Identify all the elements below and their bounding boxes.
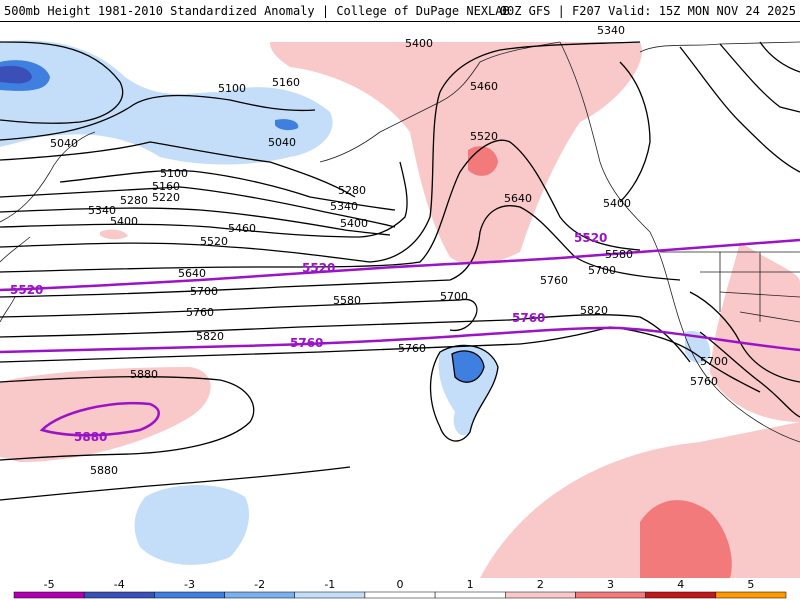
contour-label: 5160 <box>152 180 180 193</box>
colorbar-tick-label: -1 <box>324 578 335 591</box>
highlight-label: 5520 <box>574 231 607 245</box>
contour-label: 5700 <box>588 264 616 277</box>
contour-label: 5100 <box>160 167 188 180</box>
contour-label: 5820 <box>580 304 608 317</box>
contour-label: 5760 <box>540 274 568 287</box>
anomaly-map: 5040 5040 5100 5100 5160 5160 5220 5280 … <box>0 24 800 578</box>
positive-anomaly-north <box>270 42 642 265</box>
colorbar-segment <box>364 591 436 599</box>
colorbar-tick-label: -5 <box>44 578 55 591</box>
colorbar-segment <box>434 591 506 599</box>
anomaly-shading <box>0 40 800 578</box>
colorbar-tick-label: 3 <box>607 578 614 591</box>
contour-label: 5400 <box>405 37 433 50</box>
contour-label: 5340 <box>88 204 116 217</box>
colorbar-segment <box>83 591 155 599</box>
negative-anomaly-region <box>0 40 333 165</box>
contour-label: 5760 <box>690 375 718 388</box>
contour-label: 5520 <box>470 130 498 143</box>
contour-labels: 5040 5040 5100 5100 5160 5160 5220 5280 … <box>50 24 728 477</box>
contour-label: 5040 <box>268 136 296 149</box>
contour-label: 5640 <box>178 267 206 280</box>
highlight-label: 5760 <box>290 336 323 350</box>
contour-label: 5340 <box>597 24 625 37</box>
contour-label: 5400 <box>340 217 368 230</box>
positive-anomaly-west <box>0 367 211 462</box>
contour-label: 5880 <box>130 368 158 381</box>
positive-anomaly-east <box>710 242 800 422</box>
contour-label: 5160 <box>272 76 300 89</box>
contour-label: 5700 <box>700 355 728 368</box>
highlight-label: 5520 <box>302 261 335 275</box>
contour-label: 5100 <box>218 82 246 95</box>
contour-label: 5460 <box>228 222 256 235</box>
colorbar-segment <box>645 591 717 599</box>
contour-label: 5760 <box>186 306 214 319</box>
contour-label: 5580 <box>605 248 633 261</box>
anomaly-colorbar: -5 -4 -3 -2 -1 0 1 2 3 4 5 <box>13 578 787 599</box>
colorbar-tick-label: 2 <box>537 578 544 591</box>
highlight-label: 5520 <box>10 283 43 297</box>
colorbar-tick-label: 5 <box>747 578 754 591</box>
colorbar-tick-label: -4 <box>114 578 125 591</box>
colorbar-segment <box>575 591 646 599</box>
highlight-label: 5760 <box>512 311 545 325</box>
negative-anomaly-south <box>134 484 250 565</box>
colorbar-segment <box>154 591 225 599</box>
contour-label: 5700 <box>440 290 468 303</box>
run-info: 00Z GFS | F207 Valid: 15Z MON NOV 24 202… <box>499 4 796 18</box>
colorbar-bar <box>13 591 787 599</box>
contour-label: 5340 <box>330 200 358 213</box>
negative-anomaly-cutoff-core <box>452 350 484 383</box>
highlight-label: 5880 <box>74 430 107 444</box>
contour-label: 5640 <box>504 192 532 205</box>
contour-label: 5460 <box>470 80 498 93</box>
positive-anomaly-south-core <box>640 500 732 578</box>
highlight-contours <box>0 238 800 437</box>
colorbar-ticks: -5 -4 -3 -2 -1 0 1 2 3 4 5 <box>44 578 755 591</box>
colorbar-tick-label: 0 <box>397 578 404 591</box>
contour-label: 5220 <box>152 191 180 204</box>
colorbar-segment <box>715 591 787 599</box>
contour-label: 5580 <box>333 294 361 307</box>
colorbar-segment <box>294 591 366 599</box>
contour-label: 5520 <box>200 235 228 248</box>
colorbar-tick-label: -2 <box>254 578 265 591</box>
contour-label: 5280 <box>338 184 366 197</box>
contour-label: 5400 <box>603 197 631 210</box>
colorbar-segment <box>224 591 295 599</box>
highlight-labels: 5520 5520 5520 5760 5760 5880 <box>10 231 607 444</box>
contour-label: 5700 <box>190 285 218 298</box>
colorbar-tick-label: -3 <box>184 578 195 591</box>
contour-label: 5040 <box>50 137 78 150</box>
negative-anomaly-southwest-coast <box>685 330 711 364</box>
negative-anomaly-center <box>0 65 32 84</box>
positive-anomaly-west-small <box>100 229 128 240</box>
negative-anomaly-small <box>275 119 299 131</box>
coastlines <box>0 41 800 443</box>
colorbar-tick-label: 4 <box>677 578 684 591</box>
colorbar-segment <box>13 591 85 599</box>
map-title: 500mb Height 1981-2010 Standardized Anom… <box>4 4 510 18</box>
contour-label: 5760 <box>398 342 426 355</box>
contour-label: 5280 <box>120 194 148 207</box>
contour-label: 5820 <box>196 330 224 343</box>
colorbar-tick-label: 1 <box>467 578 474 591</box>
colorbar-segment <box>505 591 576 599</box>
contour-label: 5400 <box>110 215 138 228</box>
contour-label: 5880 <box>90 464 118 477</box>
map-header: 500mb Height 1981-2010 Standardized Anom… <box>0 0 800 22</box>
